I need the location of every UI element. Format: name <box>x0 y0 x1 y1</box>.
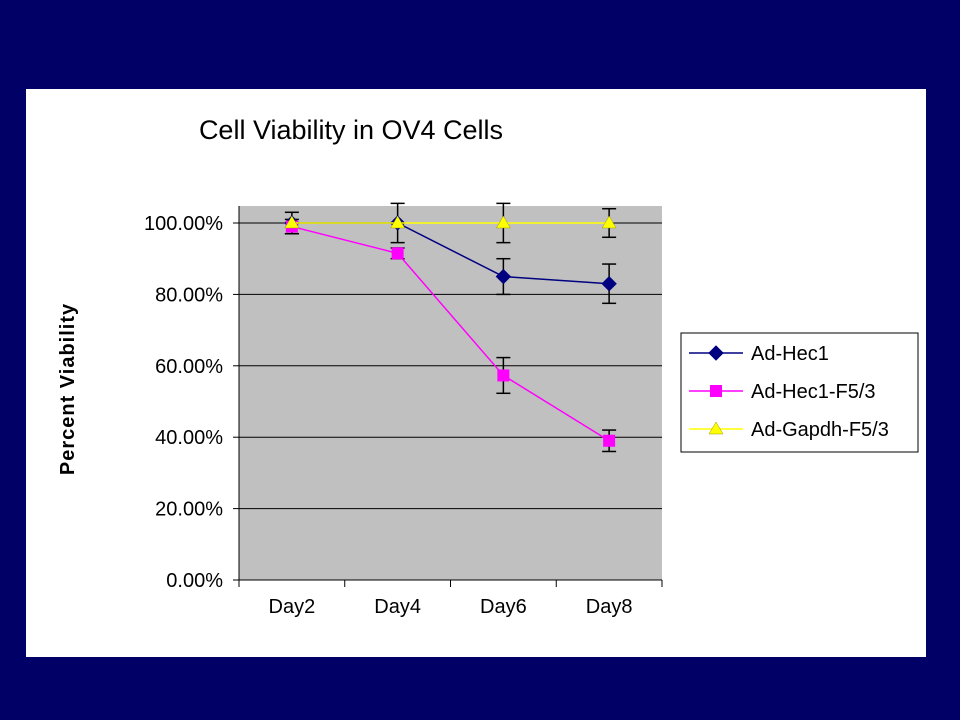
x-tick-label: Day2 <box>269 596 316 618</box>
data-point <box>495 268 512 285</box>
series-layer <box>284 202 617 453</box>
legend-entry: Ad-Hec1 <box>751 343 829 365</box>
data-point <box>391 247 404 260</box>
data-point <box>495 215 511 229</box>
axes <box>233 206 663 587</box>
legend-swatch-marker <box>708 345 724 361</box>
chart-panel: Cell Viability in OV4 Cells Percent Viab… <box>26 89 926 657</box>
line-chart: Cell Viability in OV4 Cells Percent Viab… <box>57 115 919 618</box>
y-axis-label: Percent Viability <box>57 303 79 475</box>
legend-swatch-marker <box>708 421 724 435</box>
data-point <box>601 215 617 229</box>
y-tick-label: 40.00% <box>155 427 223 449</box>
data-point <box>284 215 300 229</box>
y-tick-label: 60.00% <box>155 356 223 378</box>
y-tick-label: 20.00% <box>155 499 223 521</box>
y-tick-label: 100.00% <box>144 213 223 235</box>
data-point <box>603 434 616 447</box>
y-tick-label: 80.00% <box>155 284 223 306</box>
x-tick-label: Day4 <box>374 596 421 618</box>
data-point <box>390 215 406 229</box>
legend-swatch-marker <box>710 385 722 397</box>
y-tick-labels: 0.00% 20.00% 40.00% 60.00% 80.00% 100.00% <box>144 213 223 592</box>
x-tick-label: Day6 <box>480 596 527 618</box>
chart-title: Cell Viability in OV4 Cells <box>199 115 503 145</box>
legend-entry: Ad-Gapdh-F5/3 <box>751 419 889 441</box>
legend: Ad-Hec1 Ad-Hec1-F5/3 Ad-Gapdh-F5/3 <box>680 332 919 453</box>
series-line <box>291 225 610 442</box>
data-point <box>497 369 510 382</box>
legend-entry: Ad-Hec1-F5/3 <box>751 381 876 403</box>
data-point <box>601 275 617 292</box>
x-tick-label: Day8 <box>586 596 633 618</box>
y-tick-label: 0.00% <box>166 570 223 592</box>
plot-area <box>239 206 662 580</box>
x-tick-labels: Day2 Day4 Day6 Day8 <box>269 596 633 618</box>
